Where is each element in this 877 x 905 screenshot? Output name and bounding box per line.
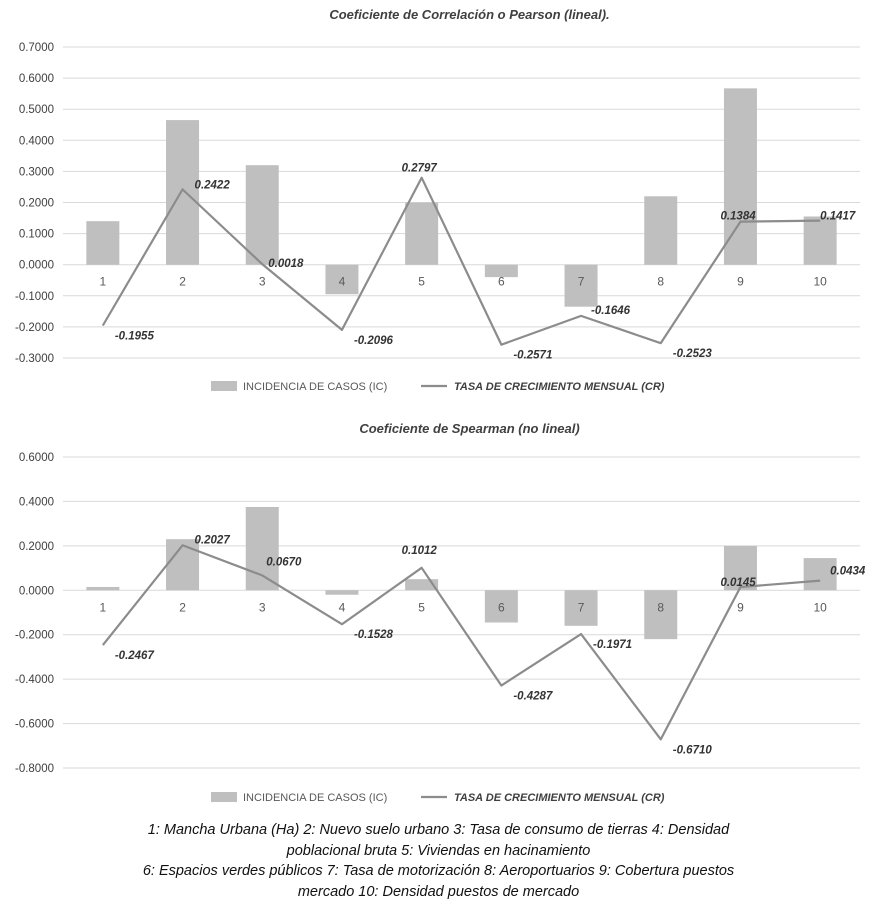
pearson-bar — [405, 202, 439, 265]
pearson-data-label: 0.2797 — [402, 163, 438, 175]
spearman-y-tick-label: 0.0000 — [19, 585, 54, 597]
spearman-bar — [86, 586, 120, 591]
pearson-data-label: 0.2422 — [195, 179, 231, 191]
spearman-y-tick-label: 0.4000 — [19, 496, 54, 508]
spearman-data-label: -0.2467 — [115, 650, 155, 662]
spearman-bar — [564, 590, 598, 626]
pearson-category-label: 6 — [498, 275, 505, 289]
spearman-y-tick-label: -0.8000 — [15, 763, 54, 775]
spearman-category-label: 9 — [737, 600, 744, 614]
spearman-bar — [723, 545, 757, 591]
spearman-category-label: 8 — [657, 600, 664, 614]
pearson-bar — [564, 264, 598, 307]
spearman-category-label: 10 — [813, 600, 827, 614]
spearman-data-label: 0.0145 — [720, 577, 756, 589]
spearman-bar — [166, 539, 200, 591]
pearson-category-label: 1 — [100, 275, 107, 289]
spearman-category-label: 5 — [418, 600, 425, 614]
spearman-data-label: -0.1528 — [354, 629, 394, 641]
pearson-category-label: 10 — [813, 275, 827, 289]
pearson-data-label: -0.2096 — [354, 335, 394, 347]
spearman-legend-bar-label: INCIDENCIA DE CASOS (IC) — [243, 792, 387, 804]
spearman-category-label: 6 — [498, 600, 505, 614]
pearson-y-tick-label: 0.3000 — [19, 166, 54, 178]
spearman-data-label: 0.2027 — [195, 534, 231, 546]
pearson-y-tick-label: 0.6000 — [19, 73, 54, 85]
pearson-legend-bar-swatch — [211, 381, 237, 391]
spearman-bar — [405, 579, 439, 591]
spearman-data-label: -0.6710 — [673, 744, 713, 756]
pearson-bar — [644, 196, 678, 265]
spearman-category-label: 3 — [259, 600, 266, 614]
pearson-category-label: 2 — [179, 275, 186, 289]
spearman-chart: Coeficiente de Spearman (no lineal) 0.600… — [15, 421, 866, 804]
caption-line-3: 6: Espacios verdes públicos 7: Tasa de m… — [142, 863, 735, 879]
pearson-category-label: 8 — [657, 275, 664, 289]
caption-line-4: mercado 10: Densidad puestos de mercado — [297, 883, 580, 900]
pearson-data-label: -0.2523 — [673, 348, 713, 360]
pearson-y-tick-label: -0.3000 — [15, 353, 54, 365]
pearson-legend-line-label: TASA DE CRECIMIENTO MENSUAL (CR) — [454, 381, 665, 393]
spearman-bar — [644, 590, 678, 640]
pearson-data-label: -0.1955 — [115, 331, 155, 343]
caption-line-2: poblacional bruta 5: Viviendas en hacina… — [286, 842, 591, 859]
pearson-bar — [325, 264, 359, 295]
spearman-legend-bar-swatch — [211, 792, 237, 802]
pearson-line-series — [101, 176, 821, 346]
spearman-legend-line-label: TASA DE CRECIMIENTO MENSUAL (CR) — [454, 792, 665, 804]
spearman-y-tick-label: -0.6000 — [15, 719, 54, 731]
spearman-category-label: 7 — [578, 600, 585, 614]
spearman-data-label: 0.1012 — [402, 545, 438, 557]
pearson-y-tick-label: -0.1000 — [15, 291, 54, 303]
pearson-chart: Coeficiente de Correlación o Pearson (li… — [15, 7, 860, 393]
pearson-y-tick-label: 0.7000 — [19, 42, 54, 54]
pearson-y-tick-label: 0.0000 — [19, 260, 54, 272]
spearman-y-tick-label: -0.2000 — [15, 630, 54, 642]
spearman-chart-title: Coeficiente de Spearman (no lineal) — [359, 421, 579, 436]
pearson-bar — [803, 216, 837, 265]
spearman-data-label: -0.1971 — [593, 639, 632, 651]
pearson-bar — [86, 221, 120, 265]
pearson-data-label: 0.1417 — [820, 211, 856, 223]
spearman-category-label: 4 — [339, 600, 346, 614]
pearson-data-label: 0.0018 — [268, 258, 304, 270]
figure-caption: 1: Mancha Urbana (Ha) 2: Nuevo suelo urb… — [0, 820, 877, 902]
pearson-y-tick-label: 0.1000 — [19, 229, 54, 241]
pearson-legend-bar-label: INCIDENCIA DE CASOS (IC) — [243, 381, 387, 393]
caption-line-1: 1: Mancha Urbana (Ha) 2: Nuevo suelo urb… — [147, 822, 730, 838]
pearson-category-label: 7 — [578, 275, 585, 289]
spearman-category-label: 2 — [179, 600, 186, 614]
spearman-y-tick-label: -0.4000 — [15, 674, 54, 686]
spearman-category-label: 1 — [100, 600, 107, 614]
pearson-data-label: -0.2571 — [513, 350, 552, 362]
spearman-bar — [325, 590, 359, 595]
pearson-y-tick-label: 0.5000 — [19, 104, 54, 116]
pearson-category-label: 3 — [259, 275, 266, 289]
pearson-y-tick-label: 0.4000 — [19, 135, 54, 147]
pearson-category-label: 4 — [339, 275, 346, 289]
pearson-data-label: 0.1384 — [720, 211, 756, 223]
spearman-data-label: 0.0670 — [266, 556, 302, 568]
pearson-bar — [484, 264, 518, 278]
pearson-bar — [723, 88, 757, 265]
spearman-bar — [245, 506, 279, 591]
figure-canvas: Coeficiente de Correlación o Pearson (li… — [15, 7, 866, 804]
spearman-y-tick-label: 0.2000 — [19, 541, 54, 553]
spearman-y-tick-label: 0.6000 — [19, 452, 54, 464]
pearson-category-label: 9 — [737, 275, 744, 289]
pearson-y-tick-label: -0.2000 — [15, 322, 54, 334]
pearson-bar — [245, 165, 279, 265]
pearson-chart-title: Coeficiente de Correlación o Pearson (li… — [329, 7, 609, 22]
spearman-bar — [484, 590, 518, 623]
spearman-data-label: -0.4287 — [513, 691, 553, 703]
pearson-category-label: 5 — [418, 275, 425, 289]
spearman-bar — [803, 558, 837, 591]
pearson-bar — [166, 120, 200, 265]
pearson-data-label: -0.1646 — [591, 305, 631, 317]
spearman-line-series — [101, 544, 821, 741]
pearson-y-tick-label: 0.2000 — [19, 198, 54, 210]
spearman-data-label: 0.0434 — [830, 566, 866, 578]
